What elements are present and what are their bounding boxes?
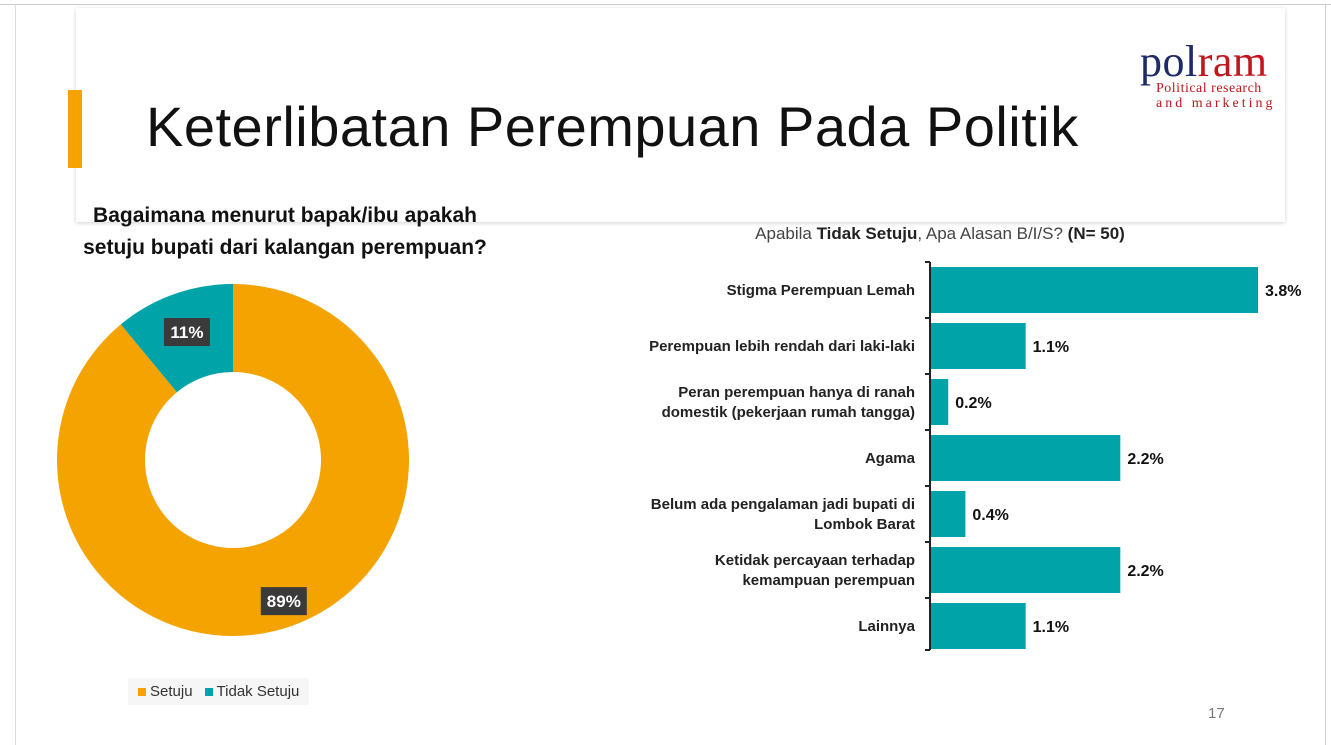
bar-category-label: Belum ada pengalaman jadi bupati di Lombo… <box>651 496 915 533</box>
logo-tagline-1: Political research <box>1156 81 1262 96</box>
left-border <box>15 4 16 745</box>
bar-category-line: Stigma Perempuan Lemah <box>727 282 915 299</box>
bar-category-line: Peran perempuan hanya di ranah <box>678 384 915 401</box>
bar-category-line: Lainnya <box>858 618 915 635</box>
donut-label-bg <box>163 318 210 347</box>
bar-category-label: Perempuan lebih rendah dari laki-laki <box>649 338 915 355</box>
bar-category-label: Agama <box>865 450 916 467</box>
bar-stigma-perempuan-lemah <box>931 267 1258 313</box>
donut-label-text: 89% <box>267 592 301 611</box>
logo-wordmark: polram <box>1140 40 1310 84</box>
page-title: Keterlibatan Perempuan Pada Politik <box>146 95 1079 158</box>
title-card <box>76 8 1285 222</box>
donut-question-line-2: setuju bupati dari kalangan perempuan? <box>83 236 487 259</box>
legend-label-setuju: Setuju <box>150 683 193 700</box>
bar-category-line: Lombok Barat <box>814 516 915 533</box>
bar-chart: Stigma Perempuan Lemah 3.8% Perempuan lebi… <box>649 261 1301 651</box>
donut-label-bg <box>260 587 307 616</box>
logo-part-ram: ram <box>1197 37 1268 86</box>
bar-question: Apabila Tidak Setuju, Apa Alasan B/I/S? … <box>660 224 1220 244</box>
bar-perempuan-lebih-rendah-dari-laki-laki <box>931 323 1026 369</box>
bar-lainnya <box>931 603 1026 649</box>
donut-question-line-1: Bagaimana menurut bapak/ibu apakah <box>93 204 477 227</box>
legend-label-tidak-setuju: Tidak Setuju <box>216 683 300 700</box>
bar-category-label: Ketidak percayaan terhadap kemampuan pere… <box>715 552 915 589</box>
donut-label-tidak-setuju: 11% <box>163 318 210 347</box>
polram-logo: polram Political research and marketing <box>1140 40 1310 120</box>
bar-category-line: kemampuan perempuan <box>742 572 915 589</box>
bar-question-middle: , Apa Alasan B/I/S? <box>917 224 1068 243</box>
legend-swatch-tidak-setuju <box>204 687 213 696</box>
page-number: 17 <box>1208 705 1225 722</box>
bar-data-label: 3.8% <box>1265 283 1301 300</box>
bar-question-bold: Tidak Setuju <box>816 224 918 243</box>
donut-chart: 89% 11% <box>57 284 410 636</box>
bar-data-label: 0.4% <box>972 507 1008 524</box>
bar-data-label: 1.1% <box>1033 339 1069 356</box>
bar-category-line: Perempuan lebih rendah dari laki-laki <box>649 338 915 355</box>
legend-swatch-setuju <box>138 687 146 696</box>
donut-legend: Setuju Tidak Setuju <box>128 678 310 705</box>
bar-question-n: (N= 50) <box>1067 224 1125 243</box>
bar-category-line: Agama <box>865 450 916 467</box>
bar-category-label: Stigma Perempuan Lemah <box>727 282 915 299</box>
logo-part-pol: pol <box>1140 37 1198 86</box>
title-accent-bar <box>68 90 82 168</box>
bar-belum-ada-pengalaman-jadi-bupati-di-lombok-barat <box>931 491 966 537</box>
bar-question-prefix: Apabila <box>755 224 817 243</box>
donut-slice-setuju <box>57 284 410 636</box>
bar-category-label: Lainnya <box>858 618 915 635</box>
legend-item-setuju: Setuju <box>138 683 193 700</box>
bar-peran-perempuan-hanya-di-ranah-domestik-pekerjaan-rumah-tangga <box>931 379 949 425</box>
bar-ketidak-percayaan-terhadap-kemampuan-perempuan <box>931 547 1121 593</box>
bar-category-line: Belum ada pengalaman jadi bupati di <box>651 496 915 513</box>
bar-data-label: 2.2% <box>1127 451 1163 468</box>
bar-agama <box>931 435 1121 481</box>
bar-category-label: Peran perempuan hanya di ranah domestik (… <box>662 384 915 421</box>
bar-category-line: Ketidak percayaan terhadap <box>715 552 915 569</box>
donut-question: Bagaimana menurut bapak/ibu apakah setuj… <box>30 200 540 264</box>
top-border <box>0 4 1331 5</box>
bar-category-line: domestik (pekerjaan rumah tangga) <box>662 404 915 421</box>
logo-tagline-2: and marketing <box>1156 96 1276 111</box>
donut-label-setuju: 89% <box>260 587 307 616</box>
right-border <box>1325 4 1326 745</box>
bar-data-label: 2.2% <box>1127 563 1163 580</box>
bar-data-label: 0.2% <box>955 395 991 412</box>
legend-item-tidak-setuju: Tidak Setuju <box>204 683 300 700</box>
donut-label-text: 11% <box>170 323 203 342</box>
bar-data-label: 1.1% <box>1033 619 1069 636</box>
